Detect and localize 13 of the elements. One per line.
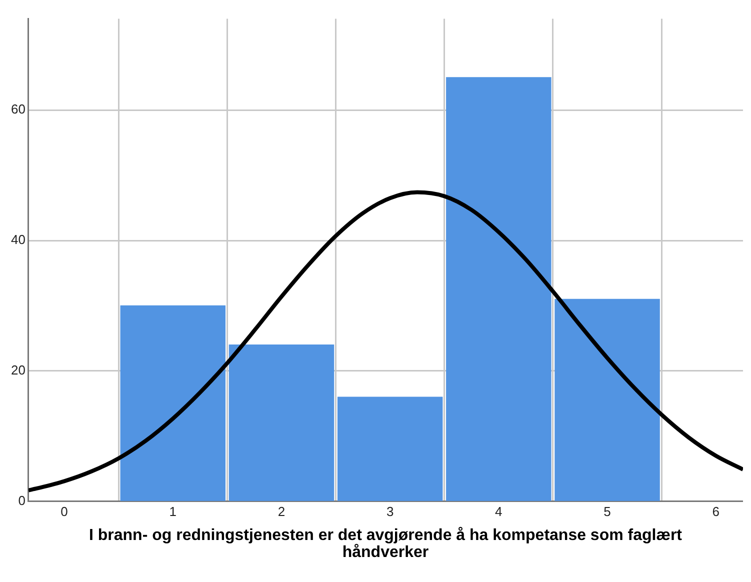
x-axis-title: I brann- og redningstjenesten er det avgjørende å ha kompetanse som faglært håndverker [88, 526, 683, 561]
line-series [28, 190, 743, 492]
x-tick-label: 3 [386, 504, 394, 519]
y-tick-label: 0 [18, 492, 26, 508]
x-tick-label: 0 [60, 504, 68, 519]
y-tick-label: 40 [10, 232, 26, 248]
x-tick-label: 1 [169, 504, 177, 519]
x-tick-label: 2 [278, 504, 286, 519]
y-tick-label: 20 [10, 362, 26, 378]
x-tick-label: 4 [495, 504, 502, 519]
x-tick-label: 5 [604, 504, 611, 519]
x-tick-label: 6 [712, 504, 720, 519]
y-tick-label: 60 [10, 102, 26, 117]
